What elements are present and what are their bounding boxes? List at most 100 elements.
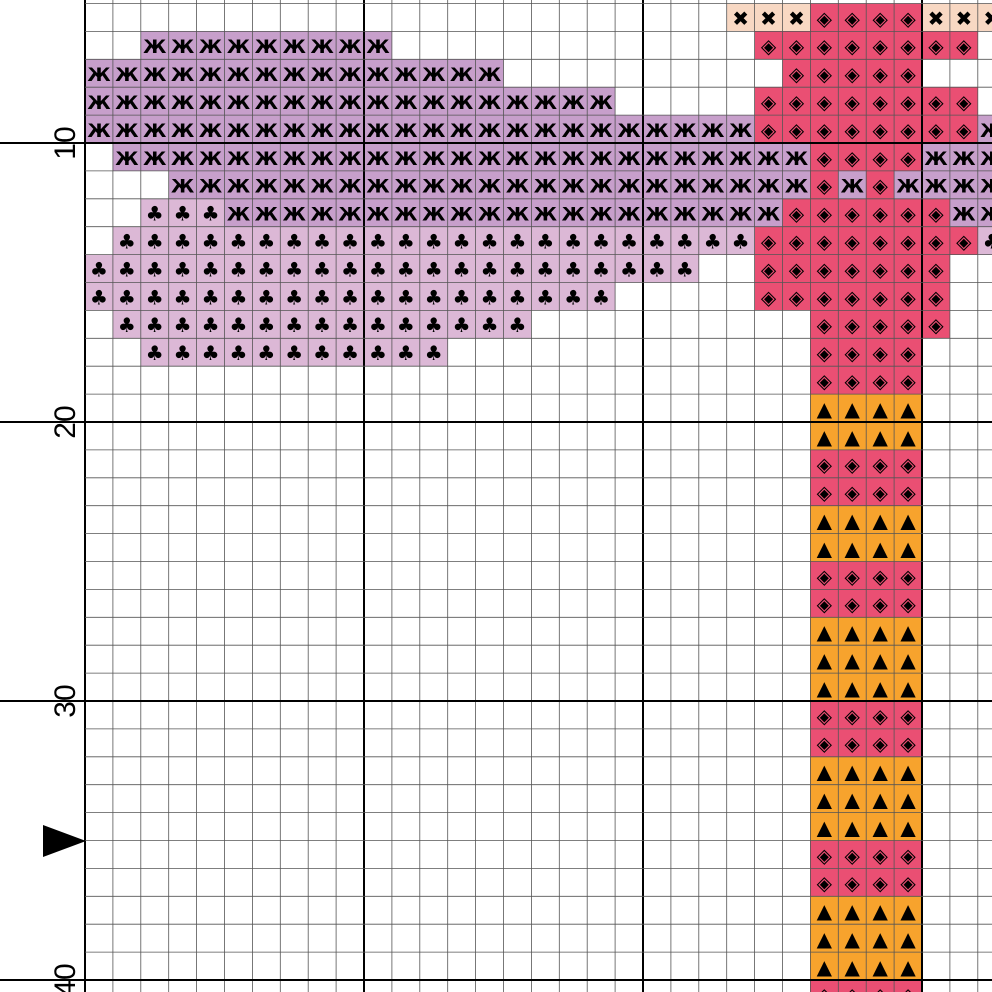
stitch-cell — [280, 87, 309, 116]
stitch-cell — [196, 338, 225, 367]
stitch-symbol: ▲ — [845, 815, 861, 839]
stitch-cell — [810, 422, 839, 450]
stitch-symbol: Ж — [422, 204, 445, 226]
stitch-symbol: ◈ — [928, 34, 944, 58]
stitch-symbol: ▲ — [845, 760, 861, 784]
stitch-symbol: ♣ — [620, 257, 638, 281]
stitch-symbol: ◈ — [956, 90, 972, 114]
stitch-cell — [866, 533, 895, 562]
stitch-cell — [224, 254, 253, 283]
stitch-symbol: Ж — [143, 120, 166, 142]
stitch-cell — [866, 115, 895, 143]
stitch-symbol: ▲ — [872, 508, 888, 532]
stitch-symbol: ♣ — [453, 285, 471, 309]
stitch-cell — [391, 87, 420, 116]
stitch-symbol: ♣ — [174, 257, 192, 281]
stitch-cell — [587, 226, 616, 255]
stitch-cell — [838, 701, 867, 729]
stitch-symbol: ♣ — [397, 285, 415, 309]
stitch-cell — [419, 338, 448, 367]
stitch-symbol: ♣ — [648, 229, 666, 253]
stitch-cell — [419, 143, 448, 171]
stitch-cell — [838, 59, 867, 88]
stitch-symbol: Ж — [311, 92, 334, 114]
stitch-cell — [364, 198, 392, 227]
stitch-cell — [391, 59, 420, 88]
stitch-symbol: ◈ — [900, 732, 916, 756]
stitch-symbol: ◈ — [845, 285, 861, 309]
stitch-symbol: ♣ — [174, 285, 192, 309]
stitch-symbol: ♣ — [313, 341, 331, 365]
stitch-cell — [782, 170, 811, 199]
stitch-symbol: Ж — [729, 176, 752, 198]
stitch-symbol: Ж — [980, 120, 992, 142]
stitch-symbol: ▲ — [845, 899, 861, 923]
stitch-symbol: Ж — [199, 120, 222, 142]
stitch-symbol: ◈ — [845, 34, 861, 58]
stitch-cell — [838, 422, 867, 450]
stitch-symbol: ♣ — [118, 285, 136, 309]
stitch-cell — [336, 226, 364, 255]
stitch-symbol: ◈ — [845, 871, 861, 895]
stitch-cell — [754, 198, 783, 227]
stitch-symbol: ♣ — [508, 257, 526, 281]
stitch-cell — [949, 226, 978, 255]
stitch-symbol: ♣ — [313, 313, 331, 337]
stitch-symbol: ♣ — [257, 341, 275, 365]
stitch-cell — [838, 87, 867, 116]
stitch-symbol: ♣ — [481, 285, 499, 309]
stitch-cell — [252, 198, 281, 227]
stitch-cell — [112, 59, 141, 88]
stitch-symbol: ◈ — [900, 871, 916, 895]
stitch-symbol: ◈ — [872, 704, 888, 728]
stitch-symbol: ♣ — [481, 313, 499, 337]
stitch-symbol: ♣ — [369, 229, 387, 253]
stitch-cell — [391, 170, 420, 199]
stitch-cell — [866, 701, 895, 729]
stitch-cell — [810, 701, 839, 729]
stitch-cell — [810, 477, 839, 506]
stitch-cell — [977, 198, 992, 227]
stitch-cell — [838, 170, 867, 199]
stitch-cell — [810, 3, 839, 32]
stitch-symbol: ♣ — [369, 341, 387, 365]
stitch-cell — [643, 198, 671, 227]
stitch-cell — [252, 254, 281, 283]
stitch-symbol: ♣ — [313, 257, 331, 281]
row-label-10: 10 — [49, 126, 82, 159]
stitch-symbol: ◈ — [817, 732, 833, 756]
stitch-symbol: ♣ — [397, 313, 415, 337]
stitch-symbol: Ж — [87, 64, 110, 86]
stitch-cell — [866, 394, 895, 422]
stitch-cell — [615, 254, 643, 283]
stitch-cell — [447, 198, 476, 227]
stitch-symbol: Ж — [394, 204, 417, 226]
stitch-cell — [447, 310, 476, 339]
stitch-symbol: ◈ — [789, 229, 805, 253]
stitch-symbol: Ж — [645, 148, 668, 170]
stitch-cell — [894, 198, 922, 227]
stitch-cell — [419, 254, 448, 283]
stitch-cell — [531, 282, 560, 311]
stitch-cell — [866, 896, 895, 925]
stitch-cell — [85, 282, 113, 311]
stitch-symbol: ▲ — [900, 620, 916, 644]
stitch-cell — [670, 226, 699, 255]
stitch-symbol: Ж — [394, 120, 417, 142]
stitch-symbol: ▲ — [817, 508, 833, 532]
stitch-cell — [894, 87, 922, 116]
stitch-symbol: Ж — [701, 204, 724, 226]
stitch-symbol: ▲ — [845, 508, 861, 532]
stitch-symbol: Ж — [283, 36, 306, 58]
stitch-cell — [838, 784, 867, 813]
stitch-symbol: ▲ — [817, 899, 833, 923]
stitch-cell — [308, 310, 337, 339]
stitch-symbol: ◈ — [928, 285, 944, 309]
stitch-cell — [782, 226, 811, 255]
stitch-cell — [196, 310, 225, 339]
stitch-cell — [168, 254, 197, 283]
stitch-cell — [336, 310, 364, 339]
stitch-symbol: ◈ — [900, 843, 916, 867]
stitch-cell — [866, 170, 895, 199]
stitch-cell — [475, 282, 504, 311]
